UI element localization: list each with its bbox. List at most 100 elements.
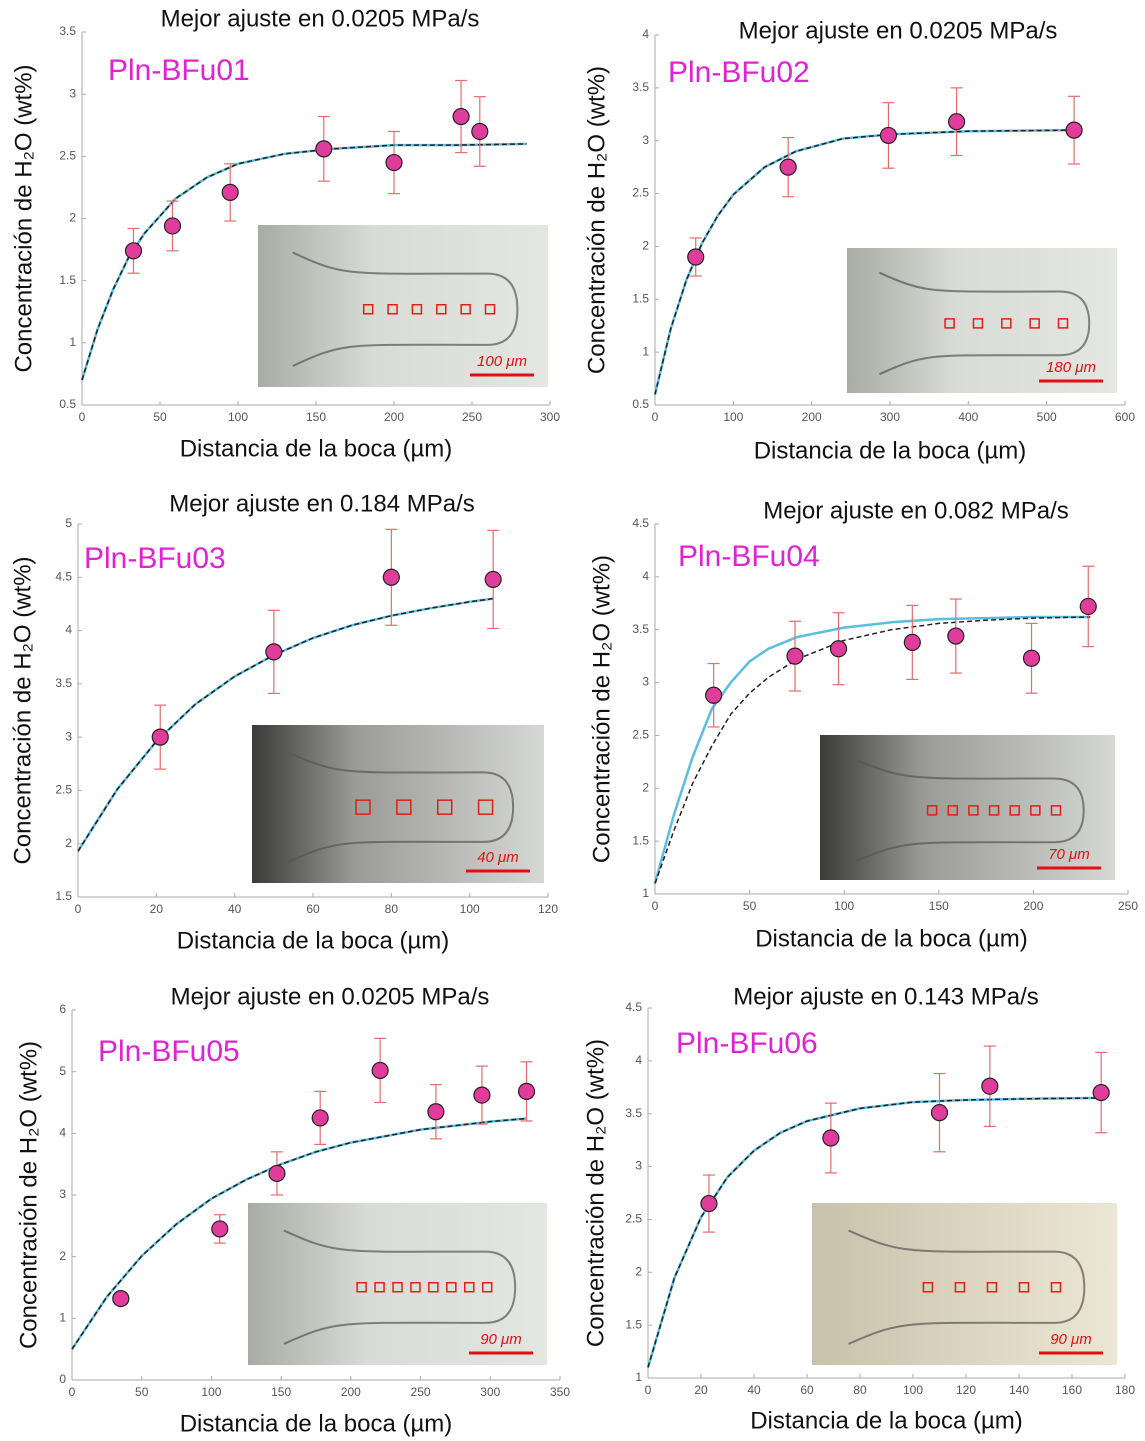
y-tick-label: 3	[69, 86, 76, 100]
analysis-spot	[947, 805, 958, 816]
x-tick-label: 300	[480, 1385, 500, 1399]
y-tick-label: 2	[69, 211, 76, 225]
analysis-spot	[1009, 805, 1020, 816]
y-tick-label: 3	[642, 675, 649, 689]
data-point	[1092, 1083, 1110, 1102]
data-point	[385, 153, 403, 172]
analysis-spot	[484, 303, 496, 315]
data-point	[427, 1103, 445, 1121]
y-tick-label: 3.5	[632, 622, 649, 636]
analysis-spot	[1018, 1281, 1030, 1293]
x-tick-label: 60	[306, 902, 320, 916]
analysis-spot	[362, 303, 374, 315]
chart-title: Mejor ajuste en 0.143 MPa/s	[733, 983, 1039, 1010]
data-point	[315, 140, 333, 158]
data-point	[779, 158, 797, 176]
sample-label: Pln-BFu02	[668, 56, 810, 89]
analysis-spot	[968, 805, 979, 816]
y-tick-label: 3.5	[55, 676, 72, 690]
y-axis-title: Concentración de H₂O (wt%)	[9, 556, 36, 864]
data-point	[687, 248, 705, 266]
y-tick-label: 1.5	[625, 1317, 642, 1331]
y-tick-label: 4.5	[625, 1000, 642, 1014]
x-tick-label: 100	[903, 1383, 923, 1397]
inclusion-outline	[292, 251, 519, 367]
analysis-spot	[396, 799, 412, 815]
analysis-spot	[446, 1281, 457, 1293]
scale-label: 90 μm	[1050, 1331, 1092, 1348]
analysis-spot	[374, 1281, 385, 1293]
fit-curve	[654, 616, 1091, 884]
y-tick-label: 4	[65, 623, 72, 637]
x-axis-title: Distancia de la boca (µm)	[180, 435, 453, 462]
x-tick-label: 120	[956, 1383, 976, 1397]
y-tick-label: 2	[642, 780, 649, 794]
inclusion-outline	[283, 1229, 517, 1345]
sample-label: Pln-BFu04	[678, 540, 820, 573]
inclusion-outline	[286, 750, 515, 864]
chart-title: Mejor ajuste en 0.0205 MPa/s	[171, 983, 490, 1010]
analysis-spot	[926, 805, 938, 816]
x-tick-label: 100	[228, 410, 248, 424]
x-axis-title: Distancia de la boca (µm)	[180, 1410, 453, 1437]
data-point	[265, 643, 283, 661]
y-tick-label: 1	[642, 344, 649, 358]
data-point	[484, 570, 502, 589]
analysis-spot	[1050, 805, 1062, 816]
y-tick-label: 3	[635, 1159, 642, 1173]
analysis-spot	[387, 303, 398, 315]
fit-curve	[77, 597, 494, 852]
chart-title: Mejor ajuste en 0.082 MPa/s	[763, 497, 1069, 524]
x-tick-label: 300	[880, 410, 900, 424]
y-tick-label: 5	[59, 1064, 66, 1078]
x-tick-label: 150	[271, 1385, 291, 1399]
y-tick-label: 2	[635, 1264, 642, 1278]
y-tick-label: 1	[635, 1370, 642, 1384]
data-point	[471, 122, 489, 141]
analysis-spot	[460, 303, 471, 315]
x-tick-label: 300	[540, 410, 560, 424]
x-tick-label: 0	[652, 410, 659, 424]
x-tick-label: 250	[1118, 899, 1138, 913]
data-point	[705, 686, 723, 704]
x-tick-label: 160	[1062, 1383, 1082, 1397]
x-tick-label: 150	[306, 410, 326, 424]
x-tick-label: 140	[1009, 1383, 1029, 1397]
data-point	[124, 242, 143, 260]
y-tick-label: 0.5	[59, 397, 76, 411]
fit-curve	[653, 615, 1091, 884]
chart-title: Mejor ajuste en 0.0205 MPa/s	[739, 17, 1058, 44]
x-tick-label: 20	[150, 902, 164, 916]
analysis-spot	[428, 1281, 439, 1293]
chart-panel: 1.5 2 2.5 3 3.5 4 4.5 5 0 20 40 60 80 100 120 Mejor aju…	[9, 490, 558, 954]
analysis-spot	[1057, 318, 1069, 329]
x-tick-label: 60	[800, 1383, 814, 1397]
data-point	[517, 1082, 536, 1101]
inclusion-outline	[878, 271, 1091, 376]
data-point	[163, 217, 182, 235]
chart-panel: 1 1.5 2 2.5 3 3.5 4 4.5 0 20 40 60 80 100 120 140 160 180…	[582, 983, 1135, 1434]
analysis-spot	[1050, 1281, 1062, 1293]
y-axis-title: Concentración de H₂O (wt%)	[588, 555, 615, 863]
x-axis-title: Distancia de la boca (µm)	[754, 437, 1027, 464]
x-tick-label: 50	[135, 1385, 149, 1399]
x-tick-label: 80	[385, 902, 399, 916]
x-tick-label: 100	[201, 1385, 221, 1399]
y-tick-label: 3.5	[632, 80, 649, 94]
y-tick-label: 2.5	[625, 1212, 642, 1226]
data-point	[786, 647, 804, 665]
y-tick-label: 0.5	[632, 397, 649, 411]
x-tick-label: 500	[1037, 410, 1057, 424]
scale-label: 100 μm	[477, 353, 527, 370]
y-tick-label: 1	[59, 1311, 66, 1325]
x-tick-label: 600	[1115, 410, 1135, 424]
data-point	[473, 1086, 491, 1104]
y-tick-label: 1	[642, 886, 649, 900]
y-tick-label: 3.5	[59, 24, 76, 38]
data-point	[268, 1164, 286, 1183]
y-tick-label: 4.5	[632, 516, 649, 530]
y-tick-label: 2	[65, 836, 72, 850]
data-point	[903, 633, 921, 652]
data-point	[947, 113, 966, 131]
data-point	[1079, 597, 1097, 616]
